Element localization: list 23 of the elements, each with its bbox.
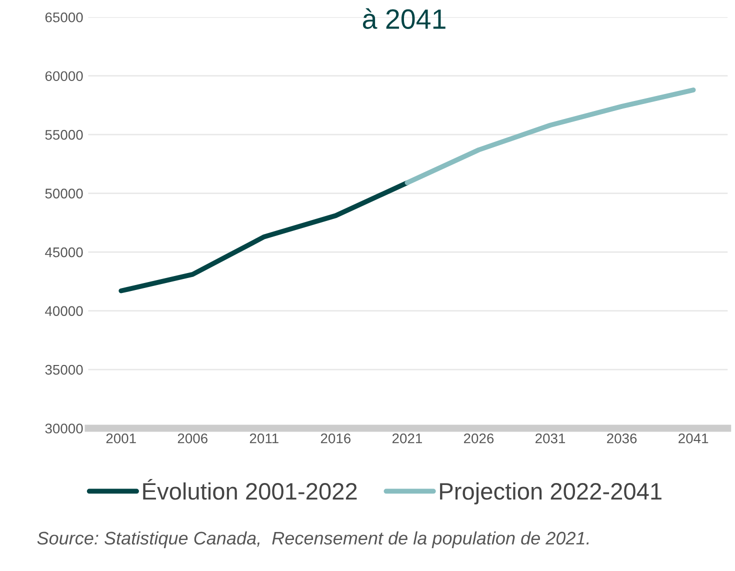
y-tick-label: 50000 — [45, 188, 83, 198]
x-tick-label: 2011 — [250, 433, 278, 444]
y-tick-label: 30000 — [45, 424, 83, 434]
chart-title: à 2041 — [362, 8, 446, 29]
y-tick-label: 65000 — [45, 12, 83, 22]
line-series — [118, 180, 410, 294]
y-tick-label: 35000 — [45, 364, 83, 375]
source-note: Source: Statistique Canada, Recensement de la population de 2021. — [37, 531, 589, 548]
x-tick-label: 2026 — [464, 433, 494, 444]
x-tick-label: 2041 — [678, 433, 708, 444]
x-tick-label: 2006 — [178, 433, 208, 444]
x-tick-label: 2031 — [536, 433, 566, 444]
legend-label: Évolution 2001-2022 — [143, 479, 357, 500]
y-tick-label: 60000 — [45, 71, 83, 82]
line-series — [404, 88, 696, 186]
legend-label: Projection 2022-2041 — [440, 482, 662, 504]
y-tick-label: 55000 — [45, 130, 83, 140]
x-tick-label: 2016 — [320, 433, 351, 444]
y-tick-label: 40000 — [45, 306, 83, 316]
x-tick-label: 2021 — [392, 433, 422, 444]
x-tick-label: 2036 — [607, 433, 637, 444]
y-tick-label: 45000 — [45, 247, 83, 258]
x-tick-label: 2001 — [106, 433, 136, 444]
